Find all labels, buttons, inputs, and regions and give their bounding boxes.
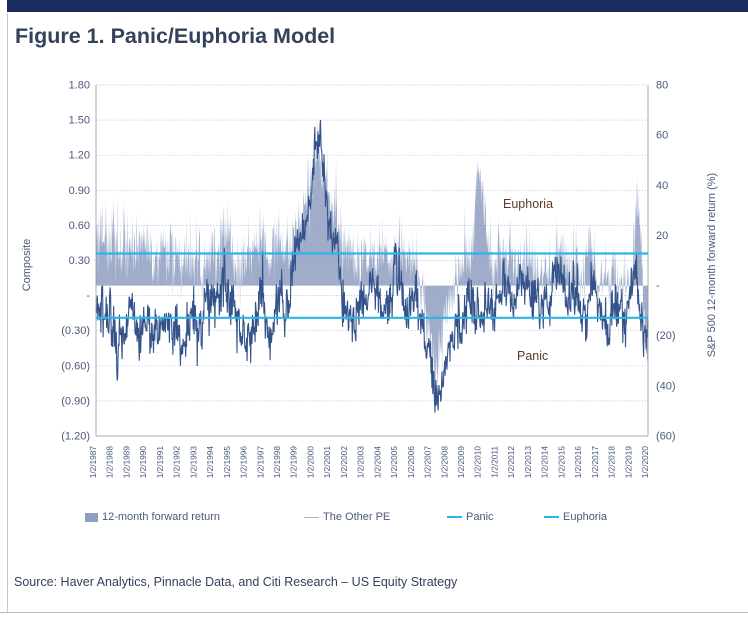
svg-text:S&P 500 12-month forward retur: S&P 500 12-month forward return (%): [706, 173, 718, 357]
svg-text:1.20: 1.20: [69, 150, 90, 162]
svg-text:1.50: 1.50: [69, 115, 90, 127]
svg-text:1/2/2002: 1/2/2002: [339, 446, 349, 479]
svg-text:1/2/1995: 1/2/1995: [222, 446, 232, 479]
svg-text:1/2/2005: 1/2/2005: [389, 446, 399, 479]
svg-text:Panic: Panic: [517, 349, 548, 363]
svg-text:0.60: 0.60: [69, 220, 90, 232]
svg-text:1.80: 1.80: [69, 80, 90, 92]
svg-text:1/2/1988: 1/2/1988: [105, 446, 115, 479]
svg-text:0.30: 0.30: [69, 255, 90, 267]
svg-text:1/2/2012: 1/2/2012: [506, 446, 516, 479]
svg-text:1/2/2011: 1/2/2011: [490, 446, 500, 478]
svg-text:0.90: 0.90: [69, 185, 90, 197]
svg-text:-: -: [86, 290, 90, 302]
svg-text:Composite: Composite: [21, 239, 33, 292]
svg-text:1/2/2007: 1/2/2007: [423, 446, 433, 479]
svg-text:1/2/2009: 1/2/2009: [456, 446, 466, 479]
svg-text:(60): (60): [656, 431, 676, 443]
svg-text:1/2/1999: 1/2/1999: [289, 446, 299, 479]
svg-text:1/2/2004: 1/2/2004: [372, 446, 382, 479]
svg-text:(20): (20): [656, 330, 676, 342]
svg-text:(0.90): (0.90): [61, 395, 90, 407]
svg-text:1/2/1987: 1/2/1987: [88, 446, 98, 479]
svg-text:40: 40: [656, 180, 668, 192]
svg-text:(40): (40): [656, 380, 676, 392]
svg-text:1/2/2014: 1/2/2014: [540, 446, 550, 479]
svg-text:20: 20: [656, 230, 668, 242]
svg-text:1/2/1993: 1/2/1993: [188, 446, 198, 479]
svg-text:1/2/2016: 1/2/2016: [573, 446, 583, 479]
svg-text:-: -: [656, 280, 660, 292]
svg-text:Euphoria: Euphoria: [503, 197, 553, 211]
svg-text:1/2/2000: 1/2/2000: [306, 446, 316, 479]
svg-text:(0.30): (0.30): [61, 325, 90, 337]
svg-text:1/2/1990: 1/2/1990: [138, 446, 148, 479]
svg-text:80: 80: [656, 80, 668, 92]
svg-text:1/2/2006: 1/2/2006: [406, 446, 416, 479]
svg-text:1/2/2010: 1/2/2010: [473, 446, 483, 479]
svg-text:1/2/2001: 1/2/2001: [322, 446, 332, 479]
svg-text:1/2/2013: 1/2/2013: [523, 446, 533, 479]
svg-text:60: 60: [656, 130, 668, 142]
svg-text:1/2/1998: 1/2/1998: [272, 446, 282, 479]
svg-text:1/2/2020: 1/2/2020: [640, 446, 650, 479]
svg-text:1/2/1996: 1/2/1996: [239, 446, 249, 479]
svg-text:1/2/2008: 1/2/2008: [439, 446, 449, 479]
svg-text:1/2/2003: 1/2/2003: [356, 446, 366, 479]
svg-text:(1.20): (1.20): [61, 431, 90, 443]
svg-text:1/2/1997: 1/2/1997: [255, 446, 265, 479]
svg-text:1/2/1992: 1/2/1992: [172, 446, 182, 479]
svg-text:(0.60): (0.60): [61, 360, 90, 372]
svg-text:1/2/1991: 1/2/1991: [155, 446, 165, 479]
svg-text:1/2/2015: 1/2/2015: [556, 446, 566, 479]
svg-text:1/2/2017: 1/2/2017: [590, 446, 600, 479]
svg-text:1/2/2019: 1/2/2019: [623, 446, 633, 479]
svg-text:1/2/1989: 1/2/1989: [122, 446, 132, 479]
svg-text:1/2/2018: 1/2/2018: [607, 446, 617, 479]
svg-text:1/2/1994: 1/2/1994: [205, 446, 215, 479]
